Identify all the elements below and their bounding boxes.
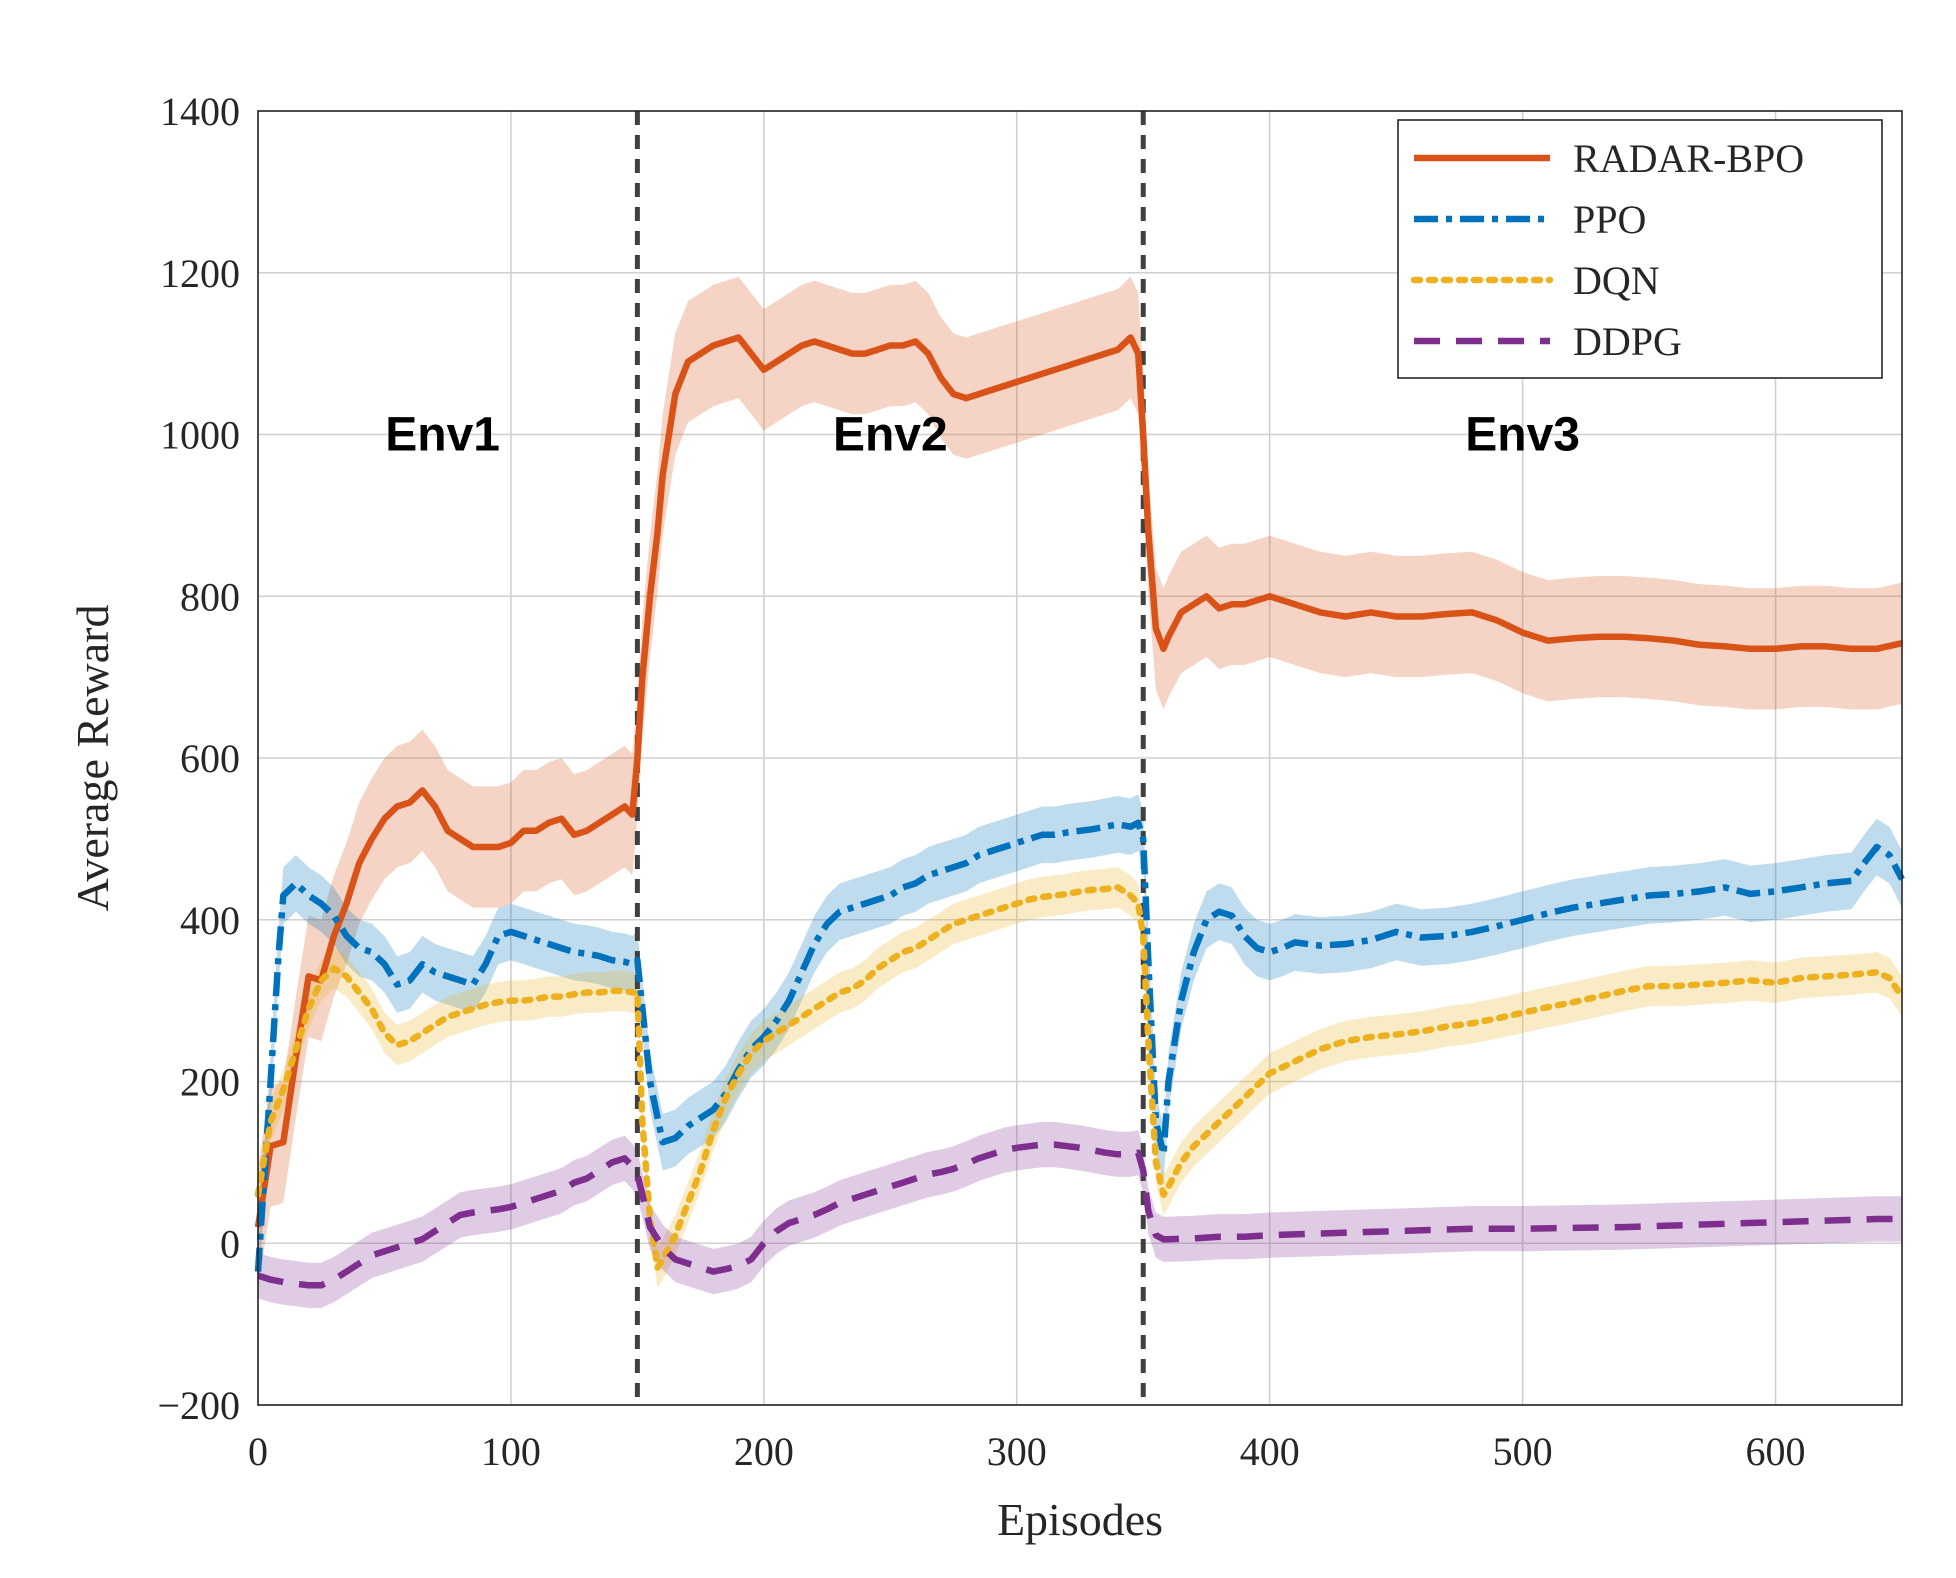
x-axis-title: Episodes [997,1494,1163,1545]
legend-label: DQN [1573,258,1660,303]
x-tick-labels: 0 100 200 300 400 500 600 [248,1429,1806,1474]
y-tick-label: 800 [180,574,240,619]
env-label: Env3 [1465,409,1580,462]
legend-label: DDPG [1573,319,1682,364]
line-ddpg [257,1141,1902,1289]
x-tick-label: 600 [1746,1429,1806,1474]
y-tick-labels: −200 0 200 400 600 800 1000 1200 1400 [157,89,240,1428]
env-annotations: Env1 Env2 Env3 [385,409,1580,462]
legend-label: PPO [1573,197,1646,242]
y-tick-label: −200 [157,1383,240,1428]
series-lines [254,334,1906,1289]
y-tick-label: 1200 [160,251,240,296]
y-tick-label: 0 [220,1221,240,1266]
band-radar-bpo [258,276,1902,1288]
band-ppo [258,794,1902,1300]
env-label: Env2 [833,409,948,462]
y-tick-label: 1400 [160,89,240,134]
y-tick-label: 600 [180,736,240,781]
confidence-bands [258,276,1902,1308]
x-tick-label: 200 [734,1429,794,1474]
legend: RADAR-BPO PPO DQN DDPG [1397,119,1883,379]
x-tick-label: 500 [1493,1429,1553,1474]
x-tick-label: 100 [481,1429,541,1474]
y-axis-title: Average Reward [67,605,118,912]
line-ppo [254,819,1905,1272]
x-tick-label: 300 [987,1429,1047,1474]
y-tick-label: 400 [180,898,240,943]
line-radar-bpo [254,334,1903,1228]
legend-box [1397,119,1883,379]
x-tick-label: 400 [1240,1429,1300,1474]
y-tick-label: 1000 [160,413,240,458]
legend-label: RADAR-BPO [1573,136,1804,181]
band-ddpg [258,1121,1902,1308]
env-label: Env1 [385,409,500,462]
x-tick-label: 0 [248,1429,268,1474]
plot-border [257,110,1903,1406]
line-dqn [254,884,1906,1271]
y-tick-label: 200 [180,1060,240,1105]
